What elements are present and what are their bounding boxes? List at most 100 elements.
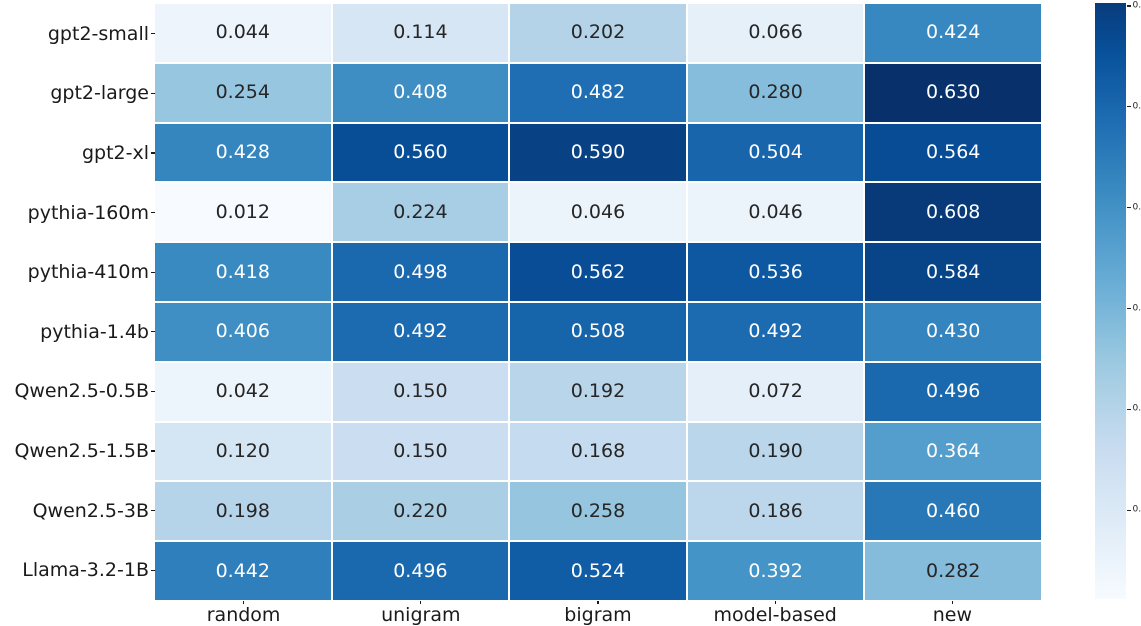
heatmap-grid: 0.044 0.114 0.202 0.066 0.424 0.254 0.408 0.482… bbox=[155, 4, 1041, 600]
heatmap-cell: 0.406 bbox=[155, 302, 331, 361]
cell-value: 0.392 bbox=[748, 559, 803, 582]
cell-value: 0.046 bbox=[570, 200, 626, 223]
colorbar-tick-mark bbox=[1126, 408, 1131, 410]
heatmap-cell: 0.630 bbox=[865, 63, 1041, 122]
heatmap-cell: 0.280 bbox=[687, 63, 864, 122]
heatmap-cell: 0.012 bbox=[155, 183, 331, 242]
cell-value: 0.220 bbox=[393, 499, 448, 522]
cell-value: 0.508 bbox=[570, 320, 626, 343]
heatmap-cell: 0.046 bbox=[687, 183, 864, 242]
cell-value: 0.114 bbox=[393, 21, 448, 44]
cell-value: 0.492 bbox=[393, 320, 448, 343]
heatmap-cell: 0.042 bbox=[155, 362, 331, 421]
cell-value: 0.424 bbox=[925, 21, 981, 44]
y-tick-mark bbox=[150, 450, 155, 452]
cell-value: 0.198 bbox=[215, 499, 270, 522]
cell-value: 0.460 bbox=[925, 499, 981, 522]
colorbar-tick-mark bbox=[1126, 307, 1131, 310]
cell-value: 0.044 bbox=[215, 21, 270, 44]
colorbar-tick-mark bbox=[1126, 5, 1131, 7]
heatmap-cell: 0.282 bbox=[865, 542, 1041, 600]
y-tick-label: pythia-1.4b bbox=[40, 320, 149, 343]
heatmap-cell: 0.536 bbox=[687, 243, 864, 301]
cell-value: 0.150 bbox=[393, 439, 448, 462]
y-tick-label: Qwen2.5-0.5B bbox=[14, 380, 149, 403]
cell-value: 0.496 bbox=[925, 380, 981, 403]
x-tick-mark bbox=[597, 600, 599, 604]
cell-value: 0.186 bbox=[748, 499, 803, 522]
colorbar-tick-label: 0.5 bbox=[1132, 101, 1141, 112]
y-tick-label: pythia-410m bbox=[27, 261, 149, 284]
cell-value: 0.492 bbox=[748, 320, 803, 343]
y-tick-label: Llama-3.2-1B bbox=[22, 559, 149, 582]
heatmap-cell: 0.482 bbox=[510, 63, 686, 122]
cell-value: 0.042 bbox=[215, 380, 270, 403]
heatmap-cell: 0.430 bbox=[865, 302, 1041, 361]
cell-value: 0.224 bbox=[393, 200, 448, 223]
x-tick-mark bbox=[774, 600, 776, 604]
heatmap-cell: 0.114 bbox=[332, 4, 509, 62]
colorbar-tick-label: 0.4 bbox=[1132, 202, 1141, 213]
y-tick-mark bbox=[150, 152, 155, 154]
y-tick-label: gpt2-xl bbox=[81, 141, 149, 164]
cell-value: 0.258 bbox=[570, 499, 626, 522]
x-tick-mark bbox=[951, 600, 953, 604]
heatmap-cell: 0.044 bbox=[155, 4, 331, 62]
heatmap-cell: 0.562 bbox=[510, 243, 686, 301]
cell-value: 0.524 bbox=[570, 559, 626, 582]
heatmap-cell: 0.220 bbox=[332, 482, 509, 541]
heatmap-cell: 0.046 bbox=[510, 183, 686, 242]
colorbar-tick-label: 0.3 bbox=[1132, 303, 1141, 314]
heatmap-cell: 0.498 bbox=[332, 243, 509, 301]
y-tick-mark bbox=[150, 331, 155, 333]
heatmap-cell: 0.560 bbox=[332, 123, 509, 182]
cell-value: 0.496 bbox=[393, 559, 448, 582]
cell-value: 0.192 bbox=[570, 380, 626, 403]
heatmap-cell: 0.508 bbox=[510, 302, 686, 361]
heatmap-cell: 0.120 bbox=[155, 422, 331, 481]
cell-value: 0.254 bbox=[215, 81, 270, 104]
cell-value: 0.584 bbox=[925, 260, 981, 283]
heatmap-cell: 0.492 bbox=[332, 302, 509, 361]
heatmap-cell: 0.584 bbox=[865, 243, 1041, 301]
heatmap-cell: 0.504 bbox=[687, 123, 864, 182]
heatmap-cell: 0.460 bbox=[865, 482, 1041, 541]
y-tick-mark bbox=[150, 510, 155, 512]
y-tick-mark bbox=[150, 212, 155, 214]
cell-value: 0.046 bbox=[748, 200, 803, 223]
cell-value: 0.442 bbox=[215, 559, 270, 582]
cell-value: 0.072 bbox=[748, 380, 803, 403]
y-tick-label: gpt2-large bbox=[50, 82, 149, 105]
cell-value: 0.498 bbox=[393, 260, 448, 283]
cell-value: 0.562 bbox=[570, 260, 626, 283]
heatmap-cell: 0.364 bbox=[865, 422, 1041, 481]
heatmap-cell: 0.150 bbox=[332, 422, 509, 481]
heatmap-cell: 0.608 bbox=[865, 183, 1041, 242]
y-tick-label: gpt2-small bbox=[47, 22, 149, 45]
heatmap-cell: 0.492 bbox=[687, 302, 864, 361]
cell-value: 0.630 bbox=[925, 81, 981, 104]
y-tick-label: pythia-160m bbox=[27, 201, 149, 224]
cell-value: 0.564 bbox=[925, 140, 981, 163]
heatmap-cell: 0.186 bbox=[687, 482, 864, 541]
cell-value: 0.428 bbox=[215, 140, 270, 163]
x-tick-mark bbox=[243, 600, 245, 604]
heatmap-cell: 0.192 bbox=[510, 362, 686, 421]
heatmap-cell: 0.418 bbox=[155, 243, 331, 301]
heatmap-cell: 0.254 bbox=[155, 63, 331, 122]
y-tick-mark bbox=[150, 569, 155, 571]
cell-value: 0.280 bbox=[748, 81, 803, 104]
cell-value: 0.168 bbox=[570, 439, 626, 462]
cell-value: 0.536 bbox=[748, 260, 803, 283]
x-tick-label: bigram bbox=[564, 603, 632, 626]
colorbar-gradient bbox=[1095, 3, 1126, 599]
x-tick-label: unigram bbox=[381, 603, 461, 626]
cell-value: 0.418 bbox=[215, 260, 270, 283]
heatmap-cell: 0.524 bbox=[510, 542, 686, 600]
cell-value: 0.150 bbox=[393, 380, 448, 403]
heatmap-cell: 0.150 bbox=[332, 362, 509, 421]
x-tick-label: model-based bbox=[713, 603, 837, 626]
heatmap-cell: 0.066 bbox=[687, 4, 864, 62]
colorbar-tick-mark bbox=[1126, 509, 1131, 511]
